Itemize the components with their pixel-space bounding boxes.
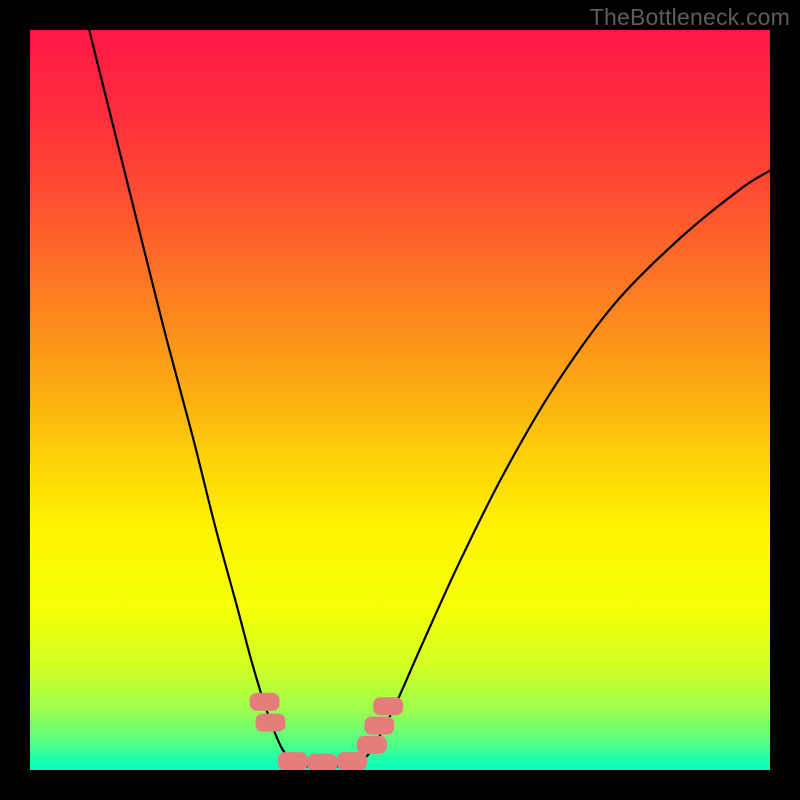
plot-area <box>30 30 770 770</box>
valley-marker <box>337 752 367 770</box>
valley-marker <box>256 714 286 732</box>
valley-marker <box>307 754 337 770</box>
valley-marker <box>373 697 403 715</box>
plot-svg <box>30 30 770 770</box>
valley-marker <box>278 752 308 770</box>
watermark-text: TheBottleneck.com <box>590 4 790 31</box>
gradient-background <box>30 30 770 770</box>
valley-marker <box>364 717 394 735</box>
chart-canvas: TheBottleneck.com <box>0 0 800 800</box>
valley-marker <box>357 736 387 754</box>
valley-marker <box>250 693 280 711</box>
